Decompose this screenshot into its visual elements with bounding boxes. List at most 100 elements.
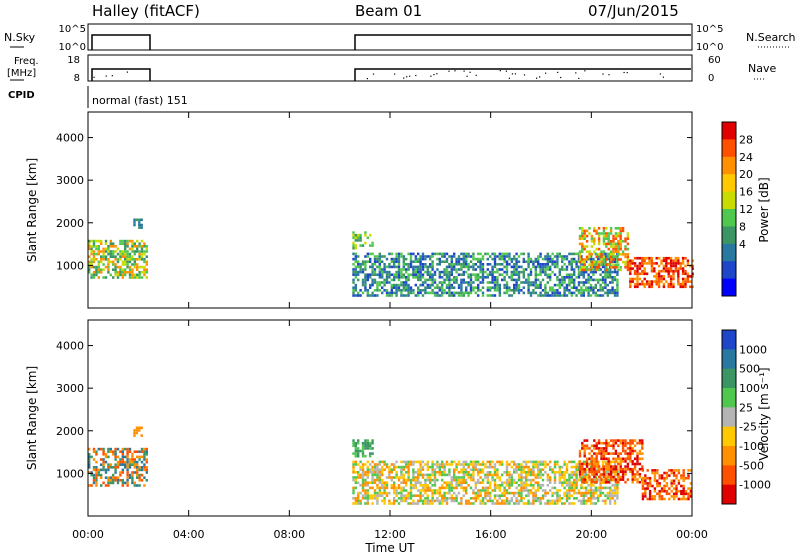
echo-cell [438, 260, 441, 263]
echo-cell [364, 260, 367, 263]
echo-cell [646, 482, 649, 485]
echo-cell [532, 281, 535, 284]
echo-cell [400, 499, 403, 503]
echo-cell [97, 260, 100, 264]
echo-cell [371, 481, 374, 484]
echo-cell [361, 281, 365, 284]
echo-cell [491, 270, 494, 274]
echo-cell [613, 502, 617, 505]
echo-cell [450, 486, 453, 490]
echo-cell [493, 478, 497, 482]
echo-cell [409, 263, 413, 266]
echo-cell [121, 455, 124, 459]
echo-cell [501, 278, 504, 282]
echo-cell [486, 471, 489, 474]
echo-cell [570, 486, 573, 490]
echo-cell [592, 286, 595, 289]
echo-cell [606, 289, 609, 292]
echo-cell [453, 499, 456, 503]
echo-cell [556, 494, 559, 497]
echo-cell [402, 260, 405, 263]
echo-cell [124, 252, 127, 256]
echo-cell [460, 252, 463, 256]
echo-cell [486, 481, 489, 484]
x-axis-label: Time UT [364, 541, 415, 554]
echo-cell [677, 489, 681, 493]
echo-cell [400, 486, 403, 490]
echo-cell [381, 286, 384, 289]
echo-cell [515, 471, 518, 474]
echo-cell [409, 481, 413, 484]
echo-cell [121, 268, 124, 271]
echo-cell [366, 255, 369, 258]
echo-cell [361, 486, 365, 490]
echo-cell [604, 270, 607, 274]
echo-cell [656, 492, 659, 496]
nave-dot [608, 74, 610, 76]
echo-cell [395, 255, 398, 258]
echo-cell [616, 286, 619, 289]
echo-cell [357, 471, 360, 474]
echo-cell [532, 465, 535, 469]
echo-cell [448, 273, 451, 276]
echo-cell [90, 471, 93, 474]
echo-cell [371, 486, 374, 490]
echo-cell [445, 273, 449, 276]
echo-cell [107, 468, 110, 472]
echo-cell [126, 453, 129, 456]
echo-cell [577, 491, 581, 495]
echo-cell [611, 276, 614, 279]
echo-cell [589, 486, 593, 490]
echo-cell [431, 468, 434, 471]
echo-cell [556, 252, 559, 256]
echo-cell [491, 465, 494, 469]
echo-cell [599, 494, 602, 497]
echo-cell [486, 491, 489, 495]
echo-cell [665, 280, 668, 283]
echo-cell [455, 257, 458, 261]
echo-cell [568, 283, 571, 287]
echo-cell [481, 276, 485, 279]
echo-cell [481, 471, 485, 474]
echo-cell [650, 282, 654, 286]
echo-cell [359, 233, 362, 237]
echo-cell [414, 486, 417, 490]
echo-cell [359, 239, 362, 242]
echo-cell [527, 460, 530, 464]
echo-cell [593, 447, 596, 450]
echo-cell [667, 272, 670, 276]
echo-cell [383, 484, 386, 487]
echo-cell [419, 255, 422, 258]
echo-cell [352, 476, 355, 479]
echo-cell [638, 267, 642, 270]
echo-cell [445, 286, 449, 289]
echo-cell [527, 283, 530, 287]
echo-cell [116, 463, 120, 466]
echo-cell [455, 270, 458, 274]
echo-cell [609, 467, 613, 471]
echo-cell [680, 484, 683, 488]
echo-cell [687, 474, 690, 477]
echo-cell [653, 487, 657, 490]
echo-cell [438, 289, 441, 292]
echo-cell [601, 270, 605, 274]
echo-cell [457, 260, 461, 263]
echo-cell [364, 454, 367, 458]
echo-cell [140, 258, 144, 261]
echo-cell [568, 260, 571, 263]
echo-cell [638, 475, 642, 479]
echo-cell [352, 471, 355, 474]
echo-cell [448, 255, 451, 258]
echo-cell [581, 227, 584, 230]
echo-cell [539, 499, 542, 503]
echo-cell [462, 471, 465, 474]
echo-cell [624, 247, 627, 251]
echo-cell [619, 258, 622, 261]
echo-cell [546, 502, 549, 505]
echo-cell [517, 286, 521, 289]
echo-cell [402, 281, 405, 284]
echo-cell [577, 489, 581, 492]
echo-cell [126, 245, 129, 248]
echo-cell [376, 478, 379, 482]
echo-cell [677, 256, 680, 260]
